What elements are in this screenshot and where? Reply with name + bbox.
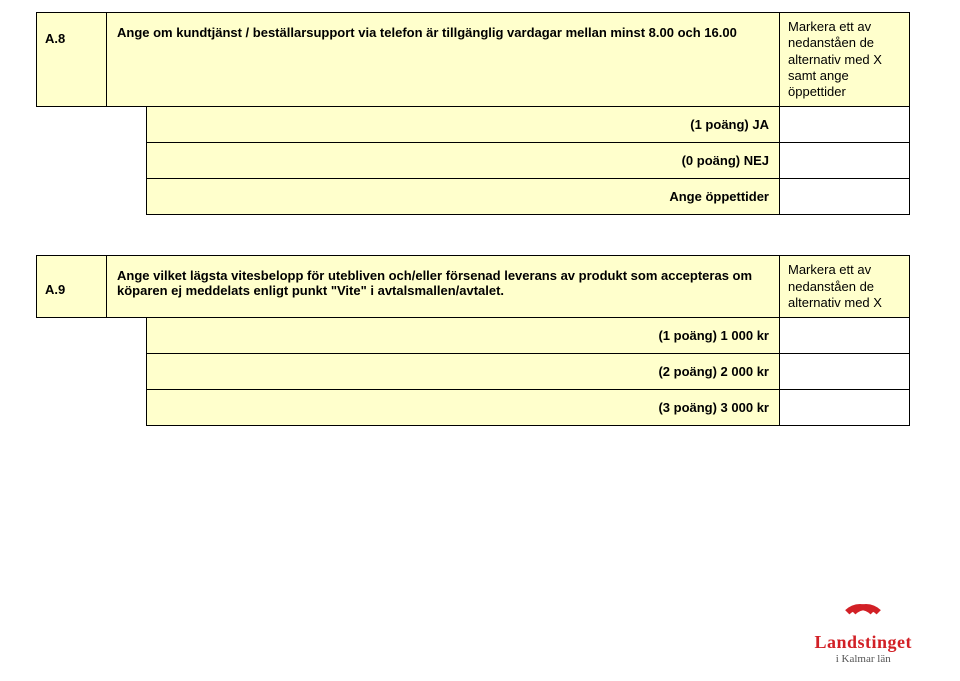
option-label: (3 poäng) 3 000 kr (147, 390, 780, 426)
question-instruction: Markera ett av nedanståen de alternativ … (780, 13, 910, 107)
option-label: (1 poäng) 1 000 kr (147, 318, 780, 354)
logo: Landstinget i Kalmar län (814, 604, 912, 665)
option-answer-cell[interactable] (780, 390, 910, 426)
option-answer-cell[interactable] (780, 318, 910, 354)
option-label: (1 poäng) JA (147, 107, 780, 143)
option-label: Ange öppettider (147, 179, 780, 215)
option-answer-cell[interactable] (780, 354, 910, 390)
option-answer-cell[interactable] (780, 179, 910, 215)
page: A.8 Ange om kundtjänst / beställarsuppor… (0, 0, 960, 681)
option-answer-cell[interactable] (780, 107, 910, 143)
option-answer-cell[interactable] (780, 143, 910, 179)
spacer (36, 215, 910, 255)
option-label: (0 poäng) NEJ (147, 143, 780, 179)
option-label: (2 poäng) 2 000 kr (147, 354, 780, 390)
question-text: Ange om kundtjänst / beställarsupport vi… (107, 13, 780, 107)
question-block-a8: A.8 Ange om kundtjänst / beställarsuppor… (36, 12, 910, 215)
question-id: A.8 (37, 13, 107, 107)
logo-sub: i Kalmar län (814, 653, 912, 665)
question-id: A.9 (37, 256, 107, 318)
question-block-a9: A.9 Ange vilket lägsta vitesbelopp för u… (36, 255, 910, 426)
question-text: Ange vilket lägsta vitesbelopp för utebl… (107, 256, 780, 318)
question-instruction: Markera ett av nedanståen de alternativ … (780, 256, 910, 318)
logo-mark (839, 604, 887, 630)
